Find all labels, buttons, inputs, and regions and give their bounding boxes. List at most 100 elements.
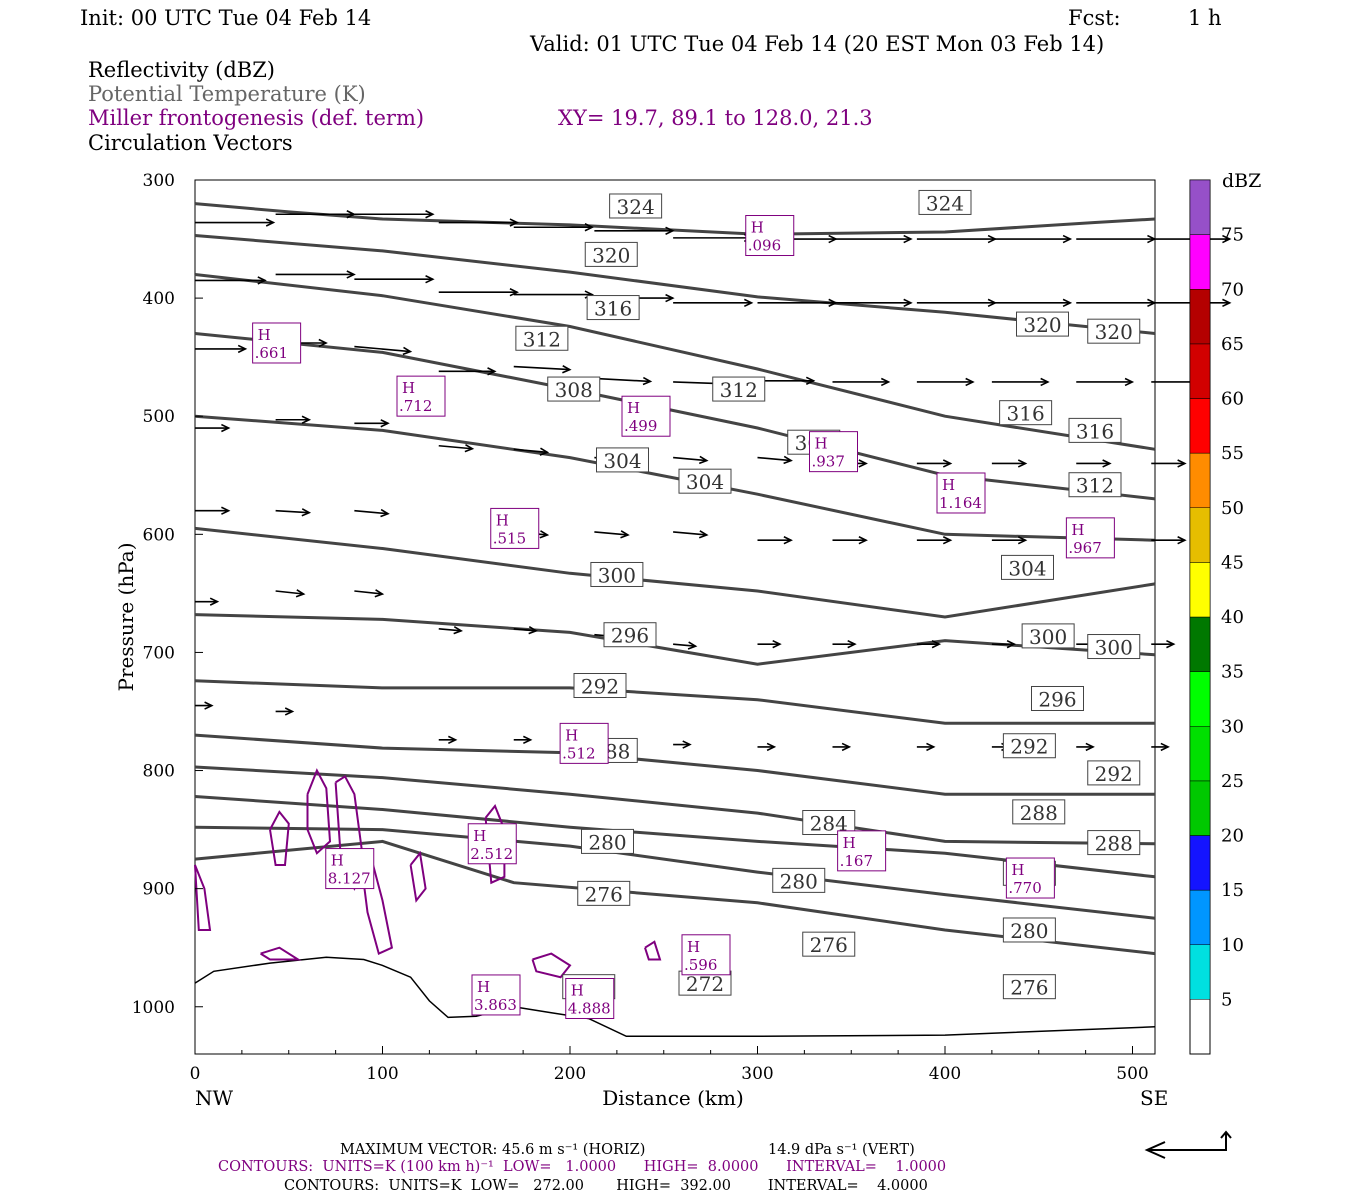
vector-head-3-7 — [783, 455, 793, 465]
theta-label-4: 320 — [1095, 320, 1133, 344]
colorbar-label-13: 70 — [1221, 279, 1244, 300]
theta-label-6: 316 — [1007, 402, 1045, 426]
fronto-max-value-5: 1.164 — [939, 494, 982, 512]
theta-contour-9 — [194, 765, 1156, 846]
footer-max-vector: MAXIMUM VECTOR: 45.6 m s⁻¹ (HORIZ) — [340, 1142, 645, 1158]
fronto-max-value-8: .512 — [562, 744, 595, 762]
vector-head-4-5 — [698, 530, 709, 539]
vector-head-3-6 — [698, 455, 709, 465]
fronto-max-value-6: .515 — [493, 529, 526, 547]
fronto-max-box-2 — [396, 375, 446, 417]
field-reflectivity: Reflectivity (dBZ) — [88, 58, 275, 82]
x-tick-label-5: 500 — [1116, 1064, 1148, 1084]
vector-4-5 — [673, 531, 707, 536]
theta-label-3: 320 — [1023, 313, 1061, 337]
colorbar-swatch-0 — [1189, 944, 1211, 1000]
fronto-max-value-9: 2.512 — [470, 845, 513, 863]
y-tick-label-6: 900 — [143, 880, 175, 900]
fronto-contour-8 — [531, 952, 572, 979]
fronto-contour-1 — [306, 768, 332, 855]
fronto-max-value-2: .712 — [399, 397, 432, 415]
theta-label-box-15 — [1001, 554, 1054, 580]
plot-frame — [194, 179, 1156, 1055]
theta-label-10: 312 — [1076, 474, 1114, 498]
colorbar-label-14: 75 — [1221, 225, 1244, 246]
colorbar-label-1: 10 — [1221, 935, 1244, 956]
vector-head-5-8 — [847, 639, 857, 649]
fronto-max-h-6: H — [496, 511, 509, 529]
y-tick-label-1: 400 — [143, 289, 175, 309]
theta-label-36: 272 — [686, 972, 724, 996]
fronto-max-value-12: .770 — [1008, 879, 1041, 897]
theta-label-31: 280 — [1010, 919, 1048, 943]
vector-head-0-12 — [1222, 234, 1232, 244]
fronto-max-box-1 — [252, 322, 302, 364]
vector-head-1-3 — [509, 288, 519, 297]
y-tick-label-7: 1000 — [132, 998, 175, 1018]
vector-head-5-3 — [453, 626, 463, 635]
vector-head-0-0 — [265, 218, 276, 227]
theta-label-25: 288 — [1020, 801, 1058, 825]
vector-head-4-11 — [1177, 536, 1187, 545]
theta-label-box-33 — [802, 931, 856, 957]
vector-head-2-8 — [880, 377, 891, 387]
fronto-max-value-13: .596 — [684, 956, 717, 974]
vector-3-6 — [673, 456, 707, 462]
field-theta: Potential Temperature (K) — [88, 82, 366, 106]
fronto-max-value-10: .167 — [840, 852, 873, 870]
fronto-contour-7 — [260, 946, 302, 961]
fronto-max-h-9: H — [473, 827, 486, 845]
theta-contour-10 — [194, 795, 1156, 879]
colorbar-label-12: 65 — [1221, 334, 1244, 355]
fronto-contour-9 — [644, 940, 662, 961]
colorbar-swatch-13 — [1189, 234, 1211, 290]
fronto-max-value-15: 4.888 — [568, 999, 611, 1017]
colorbar-swatch-4 — [1189, 726, 1211, 782]
theta-label-box-30 — [772, 867, 826, 893]
theta-label-30: 280 — [780, 869, 818, 893]
theta-label-17: 300 — [1029, 625, 1067, 649]
colorbar-label-6: 35 — [1221, 662, 1244, 683]
fcst-value: 1 h — [1188, 6, 1222, 30]
theta-label-box-18 — [1087, 634, 1141, 660]
fronto-max-box-9 — [467, 823, 517, 865]
vector-head-4-8 — [942, 536, 953, 545]
axes-layer: 0 100 200 300 400 500 300 400 500 600 700 800 900 100… — [132, 171, 1149, 1084]
vector-head-5-6 — [687, 641, 698, 650]
theta-label-box-26 — [1087, 830, 1141, 856]
colorbar-label-4: 25 — [1221, 771, 1244, 792]
y-axis-title: Pressure (hPa) — [114, 543, 138, 692]
field-frontogenesis: Miller frontogenesis (def. term) — [88, 106, 424, 130]
fronto-contour-4 — [409, 850, 427, 903]
vector-head-4-4 — [620, 530, 630, 539]
colorbar-swatch-2 — [1189, 835, 1211, 891]
fronto-max-box-6 — [490, 507, 540, 549]
vector-head-1-6 — [743, 298, 754, 308]
fronto-max-box-14 — [471, 974, 521, 1016]
vector-head-5-12 — [1166, 639, 1176, 649]
vector-head-1-5 — [665, 293, 675, 303]
vector-head-6-1 — [284, 707, 295, 716]
fronto-max-h-4: H — [815, 435, 828, 453]
fronto-max-h-1: H — [258, 326, 271, 344]
fronto-max-box-11 — [325, 848, 375, 890]
colorbar-label-11: 60 — [1221, 389, 1244, 410]
theta-label-box-5 — [586, 295, 640, 321]
theta-contour-4 — [194, 414, 1156, 542]
vector-3-3 — [438, 444, 473, 450]
theta-label-8: 312 — [523, 327, 561, 351]
theta-label-box-7 — [1068, 417, 1122, 443]
fronto-max-h-0: H — [751, 219, 764, 237]
x-tick-label-4: 400 — [929, 1064, 961, 1084]
colorbar-units: dBZ — [1222, 170, 1261, 192]
colorbar-swatch-7 — [1189, 562, 1211, 618]
theta-label-2: 320 — [592, 243, 630, 267]
vector-2-4 — [513, 365, 570, 371]
vector-4-4 — [594, 531, 629, 536]
vector-head-3-1 — [301, 415, 312, 424]
fronto-max-box-4 — [809, 431, 858, 473]
vector-head-6-6 — [766, 742, 777, 752]
init-time: Init: 00 UTC Tue 04 Feb 14 — [80, 6, 371, 30]
vector-4-2 — [354, 509, 389, 515]
vector-5-3 — [438, 628, 462, 632]
